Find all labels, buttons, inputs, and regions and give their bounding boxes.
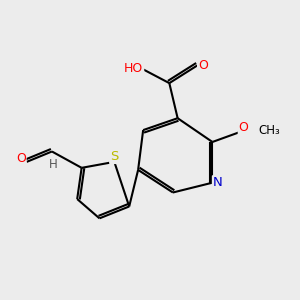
Text: CH₃: CH₃ (258, 124, 280, 137)
Text: N: N (213, 176, 223, 189)
Text: O: O (239, 121, 249, 134)
Text: H: H (49, 158, 58, 171)
Text: O: O (198, 59, 208, 72)
Text: HO: HO (124, 62, 143, 75)
Text: S: S (110, 150, 118, 163)
Text: O: O (16, 152, 26, 165)
